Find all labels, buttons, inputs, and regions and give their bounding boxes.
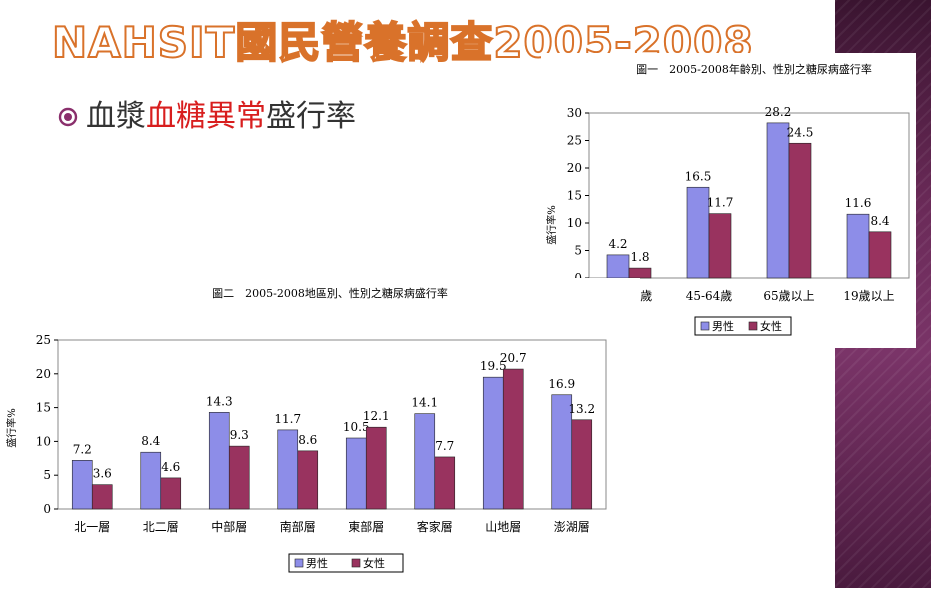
chart-age-data-label: 1.8 — [630, 250, 649, 264]
bullet-text-part-3: 盛行率 — [266, 99, 356, 134]
chart-age-data-label: 11.7 — [707, 196, 734, 210]
chart-region-ytick-label: 15 — [36, 401, 51, 415]
chart-region-data-label: 3.6 — [93, 467, 112, 481]
chart-age-bar-male — [766, 122, 790, 279]
chart-region-legend-swatch-female — [351, 558, 361, 568]
chart-region-bar-female — [571, 419, 593, 510]
chart-age-data-label: 4.2 — [608, 237, 627, 251]
chart-age-category-label: 45-64歲 — [686, 289, 733, 303]
chart-age-ytick-label: 5 — [574, 244, 582, 258]
chart-region-category-label: 澎湖層 — [554, 519, 590, 534]
chart-age-bar-female — [788, 142, 812, 279]
chart-age-data-label: 11.6 — [845, 196, 872, 210]
chart-region-bar-male — [345, 437, 367, 510]
chart-region-data-label: 4.6 — [161, 460, 180, 474]
chart-age-bar-male — [846, 213, 870, 279]
chart-region-ylabel: 盛行率% — [5, 408, 18, 448]
chart-age-data-label: 28.2 — [765, 105, 792, 119]
chart-region-bar-male — [482, 376, 504, 510]
chart-region-bar-female — [160, 477, 182, 510]
chart-region-data-label: 12.1 — [363, 409, 390, 423]
chart-region-data-label: 8.6 — [298, 433, 317, 447]
chart-region-panel: 圖二 2005-2008地區別、性別之糖尿病盛行率 盛行率% 0 5 10 15 20 2… — [0, 278, 640, 588]
chart-region-ytick-label: 0 — [43, 502, 51, 516]
chart-age-category-label: 65歲以上 — [763, 289, 814, 303]
chart-age-bar-female — [628, 267, 652, 279]
chart-region-data-label: 20.7 — [500, 351, 527, 365]
chart-region-data-label: 9.3 — [230, 428, 249, 442]
chart-region-bar-female — [297, 450, 319, 510]
chart-region-bar-female — [502, 368, 524, 510]
chart-region-category-label: 北一層 — [74, 520, 110, 534]
chart-region-plot-frame — [57, 339, 607, 510]
chart-region-category-label: 北二層 — [143, 520, 179, 534]
chart-age-data-label: 8.4 — [870, 214, 889, 228]
chart-region-data-label: 19.5 — [480, 359, 507, 373]
bullet-text-part-1: 血漿 — [86, 99, 146, 134]
chart-age-legend-swatch-male — [700, 321, 710, 331]
chart-age-ylabel: 盛行率% — [545, 205, 558, 245]
chart-region-legend: 男性 女性 — [288, 553, 404, 573]
chart-age-panel: 圖一 2005-2008年齡別、性別之糖尿病盛行率 盛行率% 051015202… — [541, 53, 916, 348]
chart-region-bar-male — [71, 460, 93, 510]
chart-region-bar-female — [365, 426, 387, 510]
chart-region-ytick-label: 5 — [43, 468, 51, 482]
chart-region-bar-male — [414, 413, 436, 510]
chart-age-bar-female — [708, 213, 732, 279]
chart-region-legend-box — [288, 553, 404, 573]
chart-region-data-label: 16.9 — [548, 377, 575, 391]
chart-region-data-label: 14.1 — [411, 396, 438, 410]
chart-region-legend-swatch-male — [294, 558, 304, 568]
chart-region-legend-label-male: 男性 — [306, 556, 328, 570]
chart-region-category-label: 東部層 — [348, 519, 384, 534]
chart-age: 圖一 2005-2008年齡別、性別之糖尿病盛行率 盛行率% 051015202… — [545, 62, 910, 336]
chart-region-data-label: 10.5 — [343, 420, 370, 434]
chart-age-title: 圖一 2005-2008年齡別、性別之糖尿病盛行率 — [636, 62, 872, 76]
chart-age-legend-label-male: 男性 — [712, 319, 734, 333]
chart-age-legend-box — [694, 316, 792, 336]
chart-region-bar-female — [91, 484, 113, 510]
chart-region-data-label: 11.7 — [274, 412, 301, 426]
bullet-text: 血漿血糖異常盛行率 — [86, 96, 356, 138]
chart-age-data-label: 24.5 — [787, 125, 814, 139]
chart-region-category-label: 山地層 — [485, 520, 521, 534]
chart-region: 圖二 2005-2008地區別、性別之糖尿病盛行率 盛行率% 0 5 10 15 20 2… — [5, 286, 607, 573]
chart-region-data-label: 7.2 — [73, 442, 92, 456]
chart-age-ytick-label: 20 — [567, 161, 582, 175]
chart-region-data-label: 7.7 — [435, 439, 454, 453]
chart-age-ytick-label: 10 — [567, 216, 582, 230]
chart-region-data-label: 8.4 — [141, 434, 160, 448]
bullet-text-highlight: 血糖異常 — [146, 99, 266, 134]
chart-age-legend: 男性 女性 — [694, 316, 792, 336]
chart-region-bar-male — [208, 412, 230, 510]
chart-age-data-label: 16.5 — [685, 169, 712, 183]
chart-region-bar-female — [228, 445, 250, 510]
chart-age-ytick-label: 25 — [567, 134, 582, 148]
chart-region-category-label: 南部層 — [280, 519, 316, 534]
chart-age-ytick-label: 15 — [567, 189, 582, 203]
chart-region-ytick-label: 25 — [36, 333, 51, 347]
chart-region-data-label: 13.2 — [568, 402, 595, 416]
chart-region-ytick-label: 10 — [36, 434, 51, 448]
chart-age-bar-female — [868, 231, 892, 279]
chart-age-category-label: 19歲以上 — [843, 289, 894, 303]
chart-region-bar-female — [434, 456, 456, 510]
bullet-circle-icon — [58, 107, 78, 127]
chart-region-category-label: 客家層 — [417, 519, 453, 534]
chart-region-data-label: 14.3 — [206, 394, 233, 408]
chart-age-legend-label-female: 女性 — [760, 319, 782, 333]
chart-region-ytick-label: 20 — [36, 367, 51, 381]
chart-age-legend-swatch-female — [748, 321, 758, 331]
chart-age-ytick-label: 30 — [567, 106, 582, 120]
chart-region-category-label: 中部層 — [211, 519, 247, 534]
chart-region-title: 圖二 2005-2008地區別、性別之糖尿病盛行率 — [212, 286, 448, 300]
chart-age-bar-male — [606, 254, 630, 279]
chart-region-legend-label-female: 女性 — [363, 556, 385, 570]
chart-region-bar-male — [140, 451, 162, 510]
chart-region-bar-male — [277, 429, 299, 510]
